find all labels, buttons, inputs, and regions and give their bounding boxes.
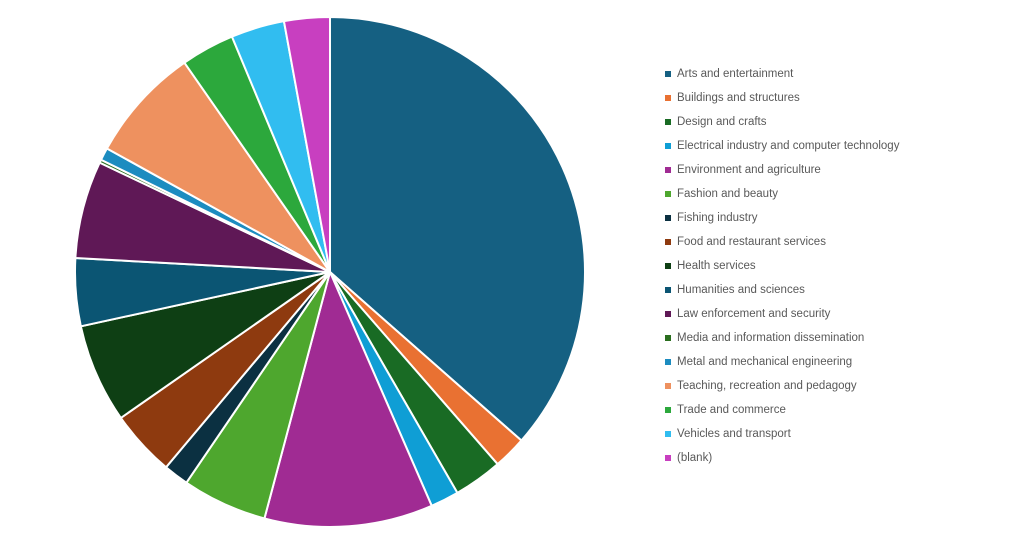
legend-swatch bbox=[665, 383, 671, 389]
legend-label: Media and information dissemination bbox=[677, 332, 865, 344]
legend-swatch bbox=[665, 167, 671, 173]
legend-item: Fashion and beauty bbox=[665, 182, 899, 206]
legend-item: Buildings and structures bbox=[665, 86, 899, 110]
legend-swatch bbox=[665, 311, 671, 317]
pie-slice-teaching-recreation-and-pedagogy bbox=[105, 61, 331, 273]
legend: Arts and entertainment Buildings and stru… bbox=[665, 62, 899, 470]
legend-label: Arts and entertainment bbox=[677, 68, 794, 80]
legend-item: Humanities and sciences bbox=[665, 278, 899, 302]
legend-swatch bbox=[665, 335, 671, 341]
legend-swatch bbox=[665, 407, 671, 413]
legend-label: Food and restaurant services bbox=[677, 236, 826, 248]
legend-swatch bbox=[665, 71, 671, 77]
legend-label: Fishing industry bbox=[677, 212, 758, 224]
legend-item: Law enforcement and security bbox=[665, 302, 899, 326]
legend-item: Media and information dissemination bbox=[665, 326, 899, 350]
legend-item: Metal and mechanical engineering bbox=[665, 350, 899, 374]
legend-label: Electrical industry and computer technol… bbox=[677, 140, 900, 152]
legend-label: Trade and commerce bbox=[677, 404, 786, 416]
legend-label: Law enforcement and security bbox=[677, 308, 831, 320]
legend-label: Environment and agriculture bbox=[677, 164, 821, 176]
legend-swatch bbox=[665, 455, 671, 461]
legend-item: Teaching, recreation and pedagogy bbox=[665, 374, 899, 398]
legend-label: Vehicles and transport bbox=[677, 428, 791, 440]
legend-label: Health services bbox=[677, 260, 756, 272]
legend-item: (blank) bbox=[665, 446, 899, 470]
legend-item: Vehicles and transport bbox=[665, 422, 899, 446]
legend-swatch bbox=[665, 119, 671, 125]
legend-swatch bbox=[665, 143, 671, 149]
legend-label: Buildings and structures bbox=[677, 92, 800, 104]
pie-slice-arts-and-entertainment bbox=[329, 15, 586, 442]
legend-item: Design and crafts bbox=[665, 110, 899, 134]
legend-item: Electrical industry and computer technol… bbox=[665, 134, 899, 158]
legend-label: Humanities and sciences bbox=[677, 284, 805, 296]
legend-label: Metal and mechanical engineering bbox=[677, 356, 853, 368]
legend-label: Teaching, recreation and pedagogy bbox=[677, 380, 857, 392]
legend-swatch bbox=[665, 287, 671, 293]
legend-swatch bbox=[665, 95, 671, 101]
legend-item: Trade and commerce bbox=[665, 398, 899, 422]
legend-item: Food and restaurant services bbox=[665, 230, 899, 254]
legend-label: Design and crafts bbox=[677, 116, 767, 128]
legend-swatch bbox=[665, 215, 671, 221]
legend-swatch bbox=[665, 263, 671, 269]
legend-swatch bbox=[665, 239, 671, 245]
pie-slice-environment-and-agriculture bbox=[263, 268, 434, 528]
legend-swatch bbox=[665, 359, 671, 365]
legend-item: Arts and entertainment bbox=[665, 62, 899, 86]
legend-swatch bbox=[665, 431, 671, 437]
legend-label: (blank) bbox=[677, 452, 713, 464]
pie-slice-blank bbox=[282, 15, 331, 273]
legend-item: Health services bbox=[665, 254, 899, 278]
legend-item: Fishing industry bbox=[665, 206, 899, 230]
legend-label: Fashion and beauty bbox=[677, 188, 779, 200]
legend-item: Environment and agriculture bbox=[665, 158, 899, 182]
legend-swatch bbox=[665, 191, 671, 197]
